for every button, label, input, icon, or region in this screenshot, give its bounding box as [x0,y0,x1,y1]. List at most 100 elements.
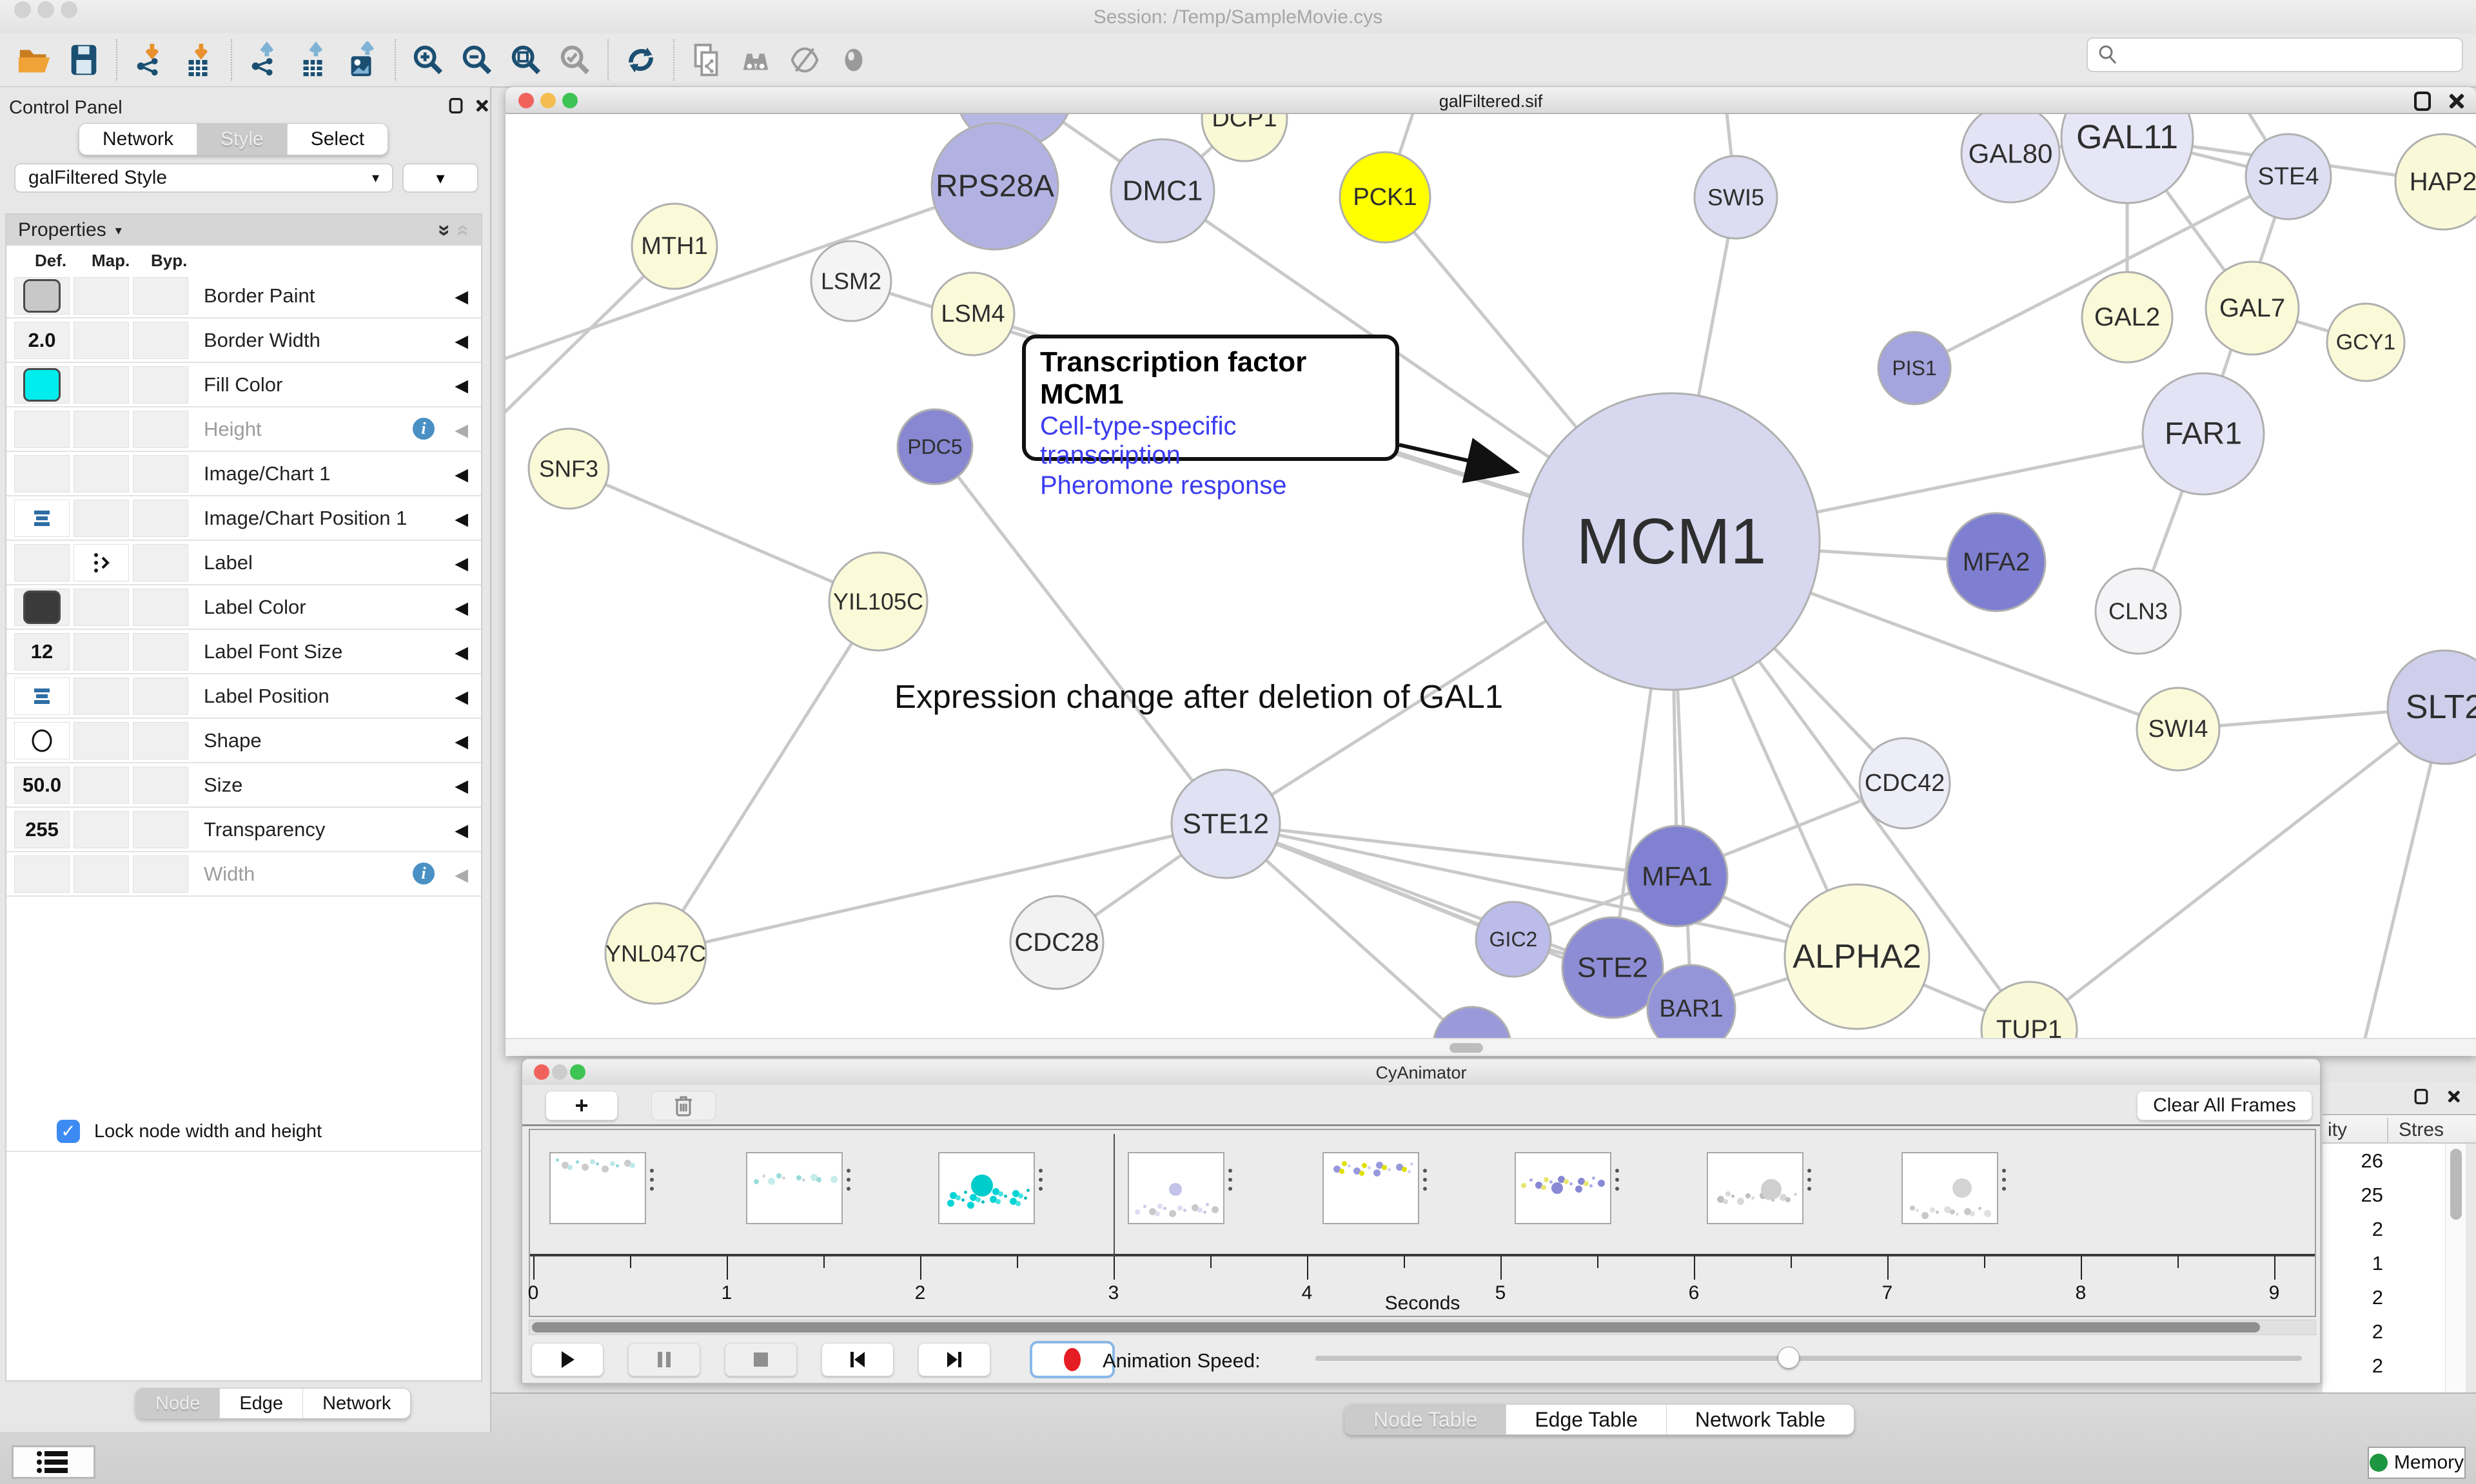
minimize-window-icon[interactable] [552,1064,567,1080]
table-row[interactable]: 2 [2372,1286,2383,1309]
expand-row-icon[interactable]: ◀ [455,465,468,484]
timeline-hscrollbar-thumb[interactable] [532,1322,2260,1333]
float-panel-icon[interactable] [449,98,463,113]
network-node-LSM4[interactable]: LSM4 [930,271,1016,356]
clear-all-frames-button[interactable]: Clear All Frames [2137,1091,2312,1120]
table-row[interactable]: 2 [2372,1320,2383,1343]
property-row-image-chart-1[interactable]: Image/Chart 1 ◀ [6,452,481,496]
network-hscrollbar[interactable] [506,1038,2476,1056]
export-network-icon[interactable] [244,40,284,80]
tab-select[interactable]: Select [287,124,388,155]
zoom-fit-icon[interactable] [506,40,546,80]
collapse-all-icon[interactable]: « [451,224,477,237]
timeline-playhead[interactable] [1114,1134,1115,1258]
table-row[interactable]: 1 [2372,1252,2383,1274]
network-edge[interactable] [506,245,676,449]
frame-drag-handle[interactable] [650,1169,655,1191]
property-row-label-font-size[interactable]: 12 Label Font Size ◀ [6,630,481,674]
expand-row-icon[interactable]: ◀ [455,554,468,573]
annotation-link[interactable]: Pheromone response [1040,471,1287,500]
network-node-GAL7[interactable]: GAL7 [2205,260,2300,356]
binoculars-icon[interactable] [736,40,776,80]
property-row-label[interactable]: Label ◀ [6,541,481,585]
mapping-cell[interactable] [74,589,129,626]
tab-network-table[interactable]: Network Table [1666,1405,1854,1434]
mapping-cell[interactable] [74,722,129,759]
expand-row-icon[interactable]: ◀ [455,732,468,751]
default-value-cell[interactable] [14,500,70,537]
frame-drag-handle[interactable] [2002,1169,2007,1191]
import-network-icon[interactable] [130,40,170,80]
frame-drag-handle[interactable] [1039,1169,1044,1191]
network-node-CLN3[interactable]: CLN3 [2094,567,2182,655]
default-value-cell[interactable] [14,544,70,581]
tab-style[interactable]: Style [197,124,288,155]
property-row-shape[interactable]: Shape ◀ [6,719,481,763]
bypass-cell[interactable] [133,678,188,715]
network-node-PIS1[interactable]: PIS1 [1877,331,1952,405]
refresh-view-icon[interactable] [621,40,661,80]
network-node-YNL047C[interactable]: YNL047C [604,902,707,1005]
default-value-cell[interactable] [14,277,70,315]
network-node-SLT2[interactable]: SLT2 [2386,649,2476,765]
mapping-cell[interactable] [74,544,129,581]
window-close-icon[interactable] [14,1,31,18]
network-node-MFA1[interactable]: MFA1 [1626,825,1729,928]
column-divider[interactable] [2387,1118,2388,1142]
zoom-out-icon[interactable] [457,40,497,80]
network-node-MFA2[interactable]: MFA2 [1946,512,2047,612]
mapping-cell[interactable] [74,322,129,359]
bypass-cell[interactable] [133,544,188,581]
network-node-HAP2[interactable]: HAP2 [2394,133,2476,231]
hide-details-icon[interactable] [785,40,825,80]
table-row[interactable]: 25 [2361,1184,2383,1206]
table-row[interactable]: 26 [2361,1149,2383,1172]
skip-to-end-button[interactable] [918,1343,990,1376]
play-button[interactable] [531,1343,604,1376]
network-edge[interactable] [1224,823,1472,1038]
table-column-ity[interactable]: ity [2328,1119,2347,1140]
network-node-CDC42[interactable]: CDC42 [1858,737,1951,830]
tab-network[interactable]: Network [79,124,198,155]
mapping-cell[interactable] [74,411,129,448]
keyframe-thumbnail-7[interactable] [1707,1152,1803,1224]
save-session-icon[interactable] [64,40,104,80]
skip-to-start-button[interactable] [821,1343,894,1376]
table-row[interactable]: 2 [2372,1354,2383,1377]
bypass-cell[interactable] [133,500,188,537]
network-node-MCM1[interactable]: MCM1 [1522,392,1821,691]
close-table-icon[interactable] [2446,1089,2461,1104]
annotation-link[interactable]: Cell-type-specific transcription [1040,412,1237,469]
mapping-cell[interactable] [74,855,129,893]
mapping-cell[interactable] [74,633,129,670]
expand-row-icon[interactable]: ◀ [455,643,468,662]
bypass-cell[interactable] [133,322,188,359]
keyframe-thumbnail-4[interactable] [1128,1152,1224,1224]
network-edge[interactable] [655,822,1226,955]
expand-row-icon[interactable]: ◀ [455,420,468,440]
close-window-icon[interactable] [518,93,534,108]
network-edge[interactable] [506,184,996,372]
network-node-PDC5[interactable]: PDC5 [896,408,974,485]
close-panel-icon[interactable] [474,98,489,113]
network-node-LSM2[interactable]: LSM2 [810,240,892,322]
properties-header[interactable]: Properties ▾ » « [6,215,481,246]
bypass-cell[interactable] [133,277,188,315]
network-node-GIC2[interactable]: GIC2 [1475,901,1552,978]
network-node-STE2[interactable]: STE2 [1561,916,1664,1019]
bypass-cell[interactable] [133,411,188,448]
bypass-cell[interactable] [133,855,188,893]
stop-button[interactable] [725,1343,797,1376]
mapping-cell[interactable] [74,678,129,715]
network-window-titlebar[interactable]: galFiltered.sif [506,87,2476,114]
network-node-GAL2[interactable]: GAL2 [2081,271,2174,364]
network-node-BAR1[interactable]: BAR1 [1646,964,1736,1038]
zoom-selected-icon[interactable] [555,40,595,80]
cyanimator-titlebar[interactable]: CyAnimator [522,1059,2320,1085]
frame-drag-handle[interactable] [1615,1169,1620,1191]
window-zoom-icon[interactable] [61,1,77,18]
network-node-DMC1[interactable]: DMC1 [1110,138,1215,244]
bypass-cell[interactable] [133,455,188,493]
table-column-stress[interactable]: Stres [2399,1119,2444,1140]
property-row-transparency[interactable]: 255 Transparency ◀ [6,808,481,852]
